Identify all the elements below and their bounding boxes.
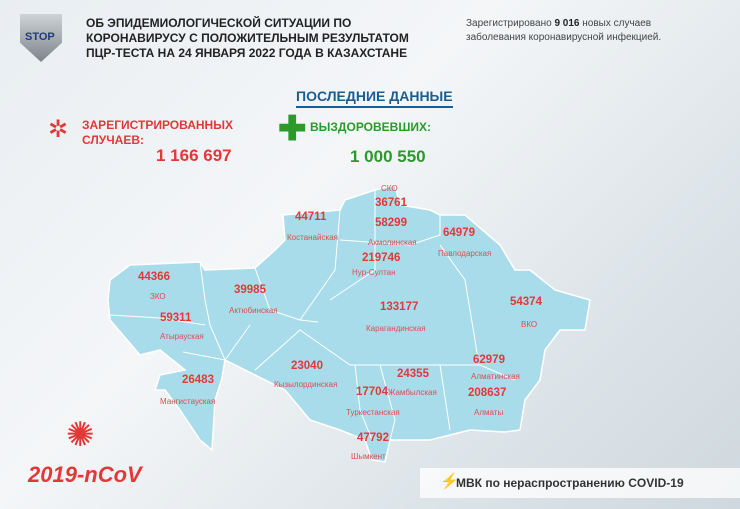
region-value: 36761 <box>375 197 407 209</box>
region-value: 17704 <box>356 386 388 398</box>
mvk-label: МВК по нераспространению COVID-19 <box>456 476 684 490</box>
region-value: 47792 <box>357 432 389 444</box>
region-name: Павлодарская <box>438 249 492 258</box>
region-borders <box>109 190 516 441</box>
region-name: Актюбинская <box>229 306 278 315</box>
region-name: Карагандинская <box>366 324 426 333</box>
region-name: Алматинская <box>471 372 520 381</box>
region-name: СКО <box>381 184 398 193</box>
region-name: Нур-Султан <box>352 268 396 277</box>
region-name: Атырауская <box>160 332 204 341</box>
coronavirus-icon: ✺ <box>66 416 95 454</box>
region-value: 62979 <box>473 354 505 366</box>
region-value: 133177 <box>380 301 419 313</box>
registered-value: 1 166 697 <box>156 146 232 165</box>
new-cases-note: Зарегистрировано 9 016 новых случаев заб… <box>466 18 662 43</box>
region-name: Кызылординская <box>274 380 338 389</box>
region-value: 44711 <box>295 211 327 223</box>
region-value: 39985 <box>234 284 266 296</box>
page-title: ОБ ЭПИДЕМИОЛОГИЧЕСКОЙ СИТУАЦИИ ПО КОРОНА… <box>86 16 409 60</box>
recovered-value: 1 000 550 <box>350 147 426 166</box>
lightning-icon: ⚡ <box>440 473 459 490</box>
recovered-label: ВЫЗДОРОВЕВШИХ: <box>310 120 432 134</box>
region-name: ВКО <box>521 320 538 329</box>
region-value: 219746 <box>362 252 401 264</box>
region-name: Туркестанская <box>346 408 400 417</box>
region-name: ЗКО <box>150 292 166 301</box>
region-value: 208637 <box>468 387 507 399</box>
region-name: Мангистауская <box>160 397 216 406</box>
latest-data-heading: ПОСЛЕДНИЕ ДАННЫЕ <box>296 88 453 108</box>
region-value: 58299 <box>375 217 407 229</box>
region-name: Шымкент <box>351 452 386 461</box>
region-value: 44366 <box>138 271 170 283</box>
region-name: Алматы <box>474 408 504 417</box>
region-name: Акмолинская <box>368 238 417 247</box>
registered-label: ЗАРЕГИСТРИРОВАННЫХ СЛУЧАЕВ: <box>82 118 233 147</box>
virus-icon: ✲ <box>48 116 69 143</box>
footer-band <box>420 468 740 498</box>
region-value: 64979 <box>443 227 475 239</box>
region-value: 54374 <box>510 296 542 308</box>
region-name: Костанайская <box>287 233 338 242</box>
region-value: 24355 <box>397 368 429 380</box>
region-value: 26483 <box>182 374 214 386</box>
region-value: 23040 <box>291 360 323 372</box>
plus-icon: ✚ <box>278 110 307 148</box>
region-name: Жамбылская <box>388 388 437 397</box>
region-value: 59311 <box>160 312 192 324</box>
ncov-label: 2019-nCoV <box>28 462 142 487</box>
map-outline <box>107 184 591 463</box>
